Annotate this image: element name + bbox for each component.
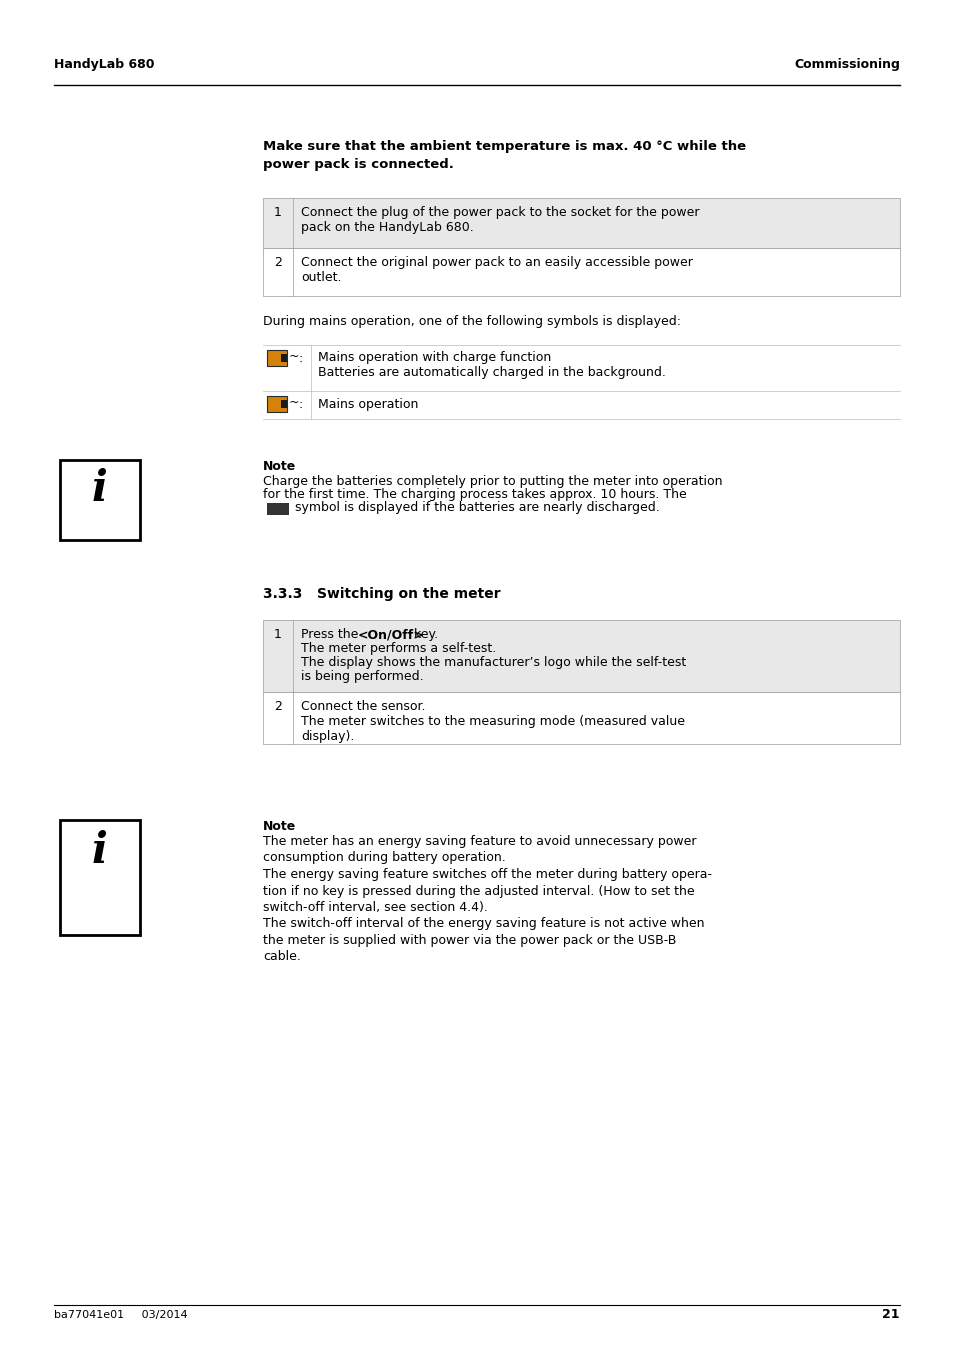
Text: 2: 2 — [274, 701, 282, 713]
Text: The display shows the manufacturer’s logo while the self-test: The display shows the manufacturer’s log… — [301, 656, 685, 670]
Text: 2: 2 — [274, 256, 282, 269]
Text: 21: 21 — [882, 1308, 899, 1322]
Bar — [281, 400, 287, 408]
Text: ~: ~ — [289, 350, 299, 363]
Text: Make sure that the ambient temperature is max. 40 °C while the: Make sure that the ambient temperature i… — [263, 140, 745, 153]
Text: Connect the sensor.
The meter switches to the measuring mode (measured value
dis: Connect the sensor. The meter switches t… — [301, 701, 684, 742]
Bar — [263, 693, 899, 744]
Text: Mains operation with charge function
Batteries are automatically charged in the : Mains operation with charge function Bat… — [317, 351, 665, 379]
Text: The meter has an energy saving feature to avoid unnecessary power
consumption du: The meter has an energy saving feature t… — [263, 836, 711, 964]
Text: Connect the original power pack to an easily accessible power
outlet.: Connect the original power pack to an ea… — [301, 256, 692, 284]
Bar — [281, 354, 287, 362]
Text: 1: 1 — [274, 207, 282, 219]
Text: :: : — [298, 352, 303, 365]
Text: Note: Note — [263, 819, 296, 833]
Text: Mains operation: Mains operation — [317, 398, 418, 410]
Text: ~: ~ — [289, 396, 299, 409]
Text: 3.3.3   Switching on the meter: 3.3.3 Switching on the meter — [263, 587, 500, 601]
Text: power pack is connected.: power pack is connected. — [263, 158, 454, 171]
Text: :: : — [298, 398, 303, 410]
Bar — [267, 396, 287, 412]
Text: Note: Note — [263, 460, 296, 472]
Text: During mains operation, one of the following symbols is displayed:: During mains operation, one of the follo… — [263, 315, 680, 328]
Text: Connect the plug of the power pack to the socket for the power
pack on the Handy: Connect the plug of the power pack to th… — [301, 207, 699, 234]
Text: i: i — [92, 468, 108, 510]
Text: ba77041e01     03/2014: ba77041e01 03/2014 — [54, 1310, 188, 1320]
Bar — [263, 248, 899, 296]
Text: i: i — [92, 830, 108, 872]
Text: for the first time. The charging process takes approx. 10 hours. The: for the first time. The charging process… — [263, 487, 686, 501]
Text: Commissioning: Commissioning — [793, 58, 899, 72]
Text: key.: key. — [410, 628, 437, 641]
Text: Charge the batteries completely prior to putting the meter into operation: Charge the batteries completely prior to… — [263, 475, 721, 487]
Bar — [263, 620, 899, 693]
Bar — [60, 460, 140, 540]
Text: <On/Off>: <On/Off> — [357, 628, 424, 641]
Bar — [263, 198, 899, 248]
Text: HandyLab 680: HandyLab 680 — [54, 58, 154, 72]
Bar — [60, 819, 140, 936]
Text: 1: 1 — [274, 628, 282, 641]
Text: Press the: Press the — [301, 628, 362, 641]
Bar — [267, 350, 287, 366]
Text: The meter performs a self-test.: The meter performs a self-test. — [301, 643, 496, 655]
Text: is being performed.: is being performed. — [301, 670, 423, 683]
Text: symbol is displayed if the batteries are nearly discharged.: symbol is displayed if the batteries are… — [291, 501, 659, 514]
Bar — [267, 504, 289, 514]
